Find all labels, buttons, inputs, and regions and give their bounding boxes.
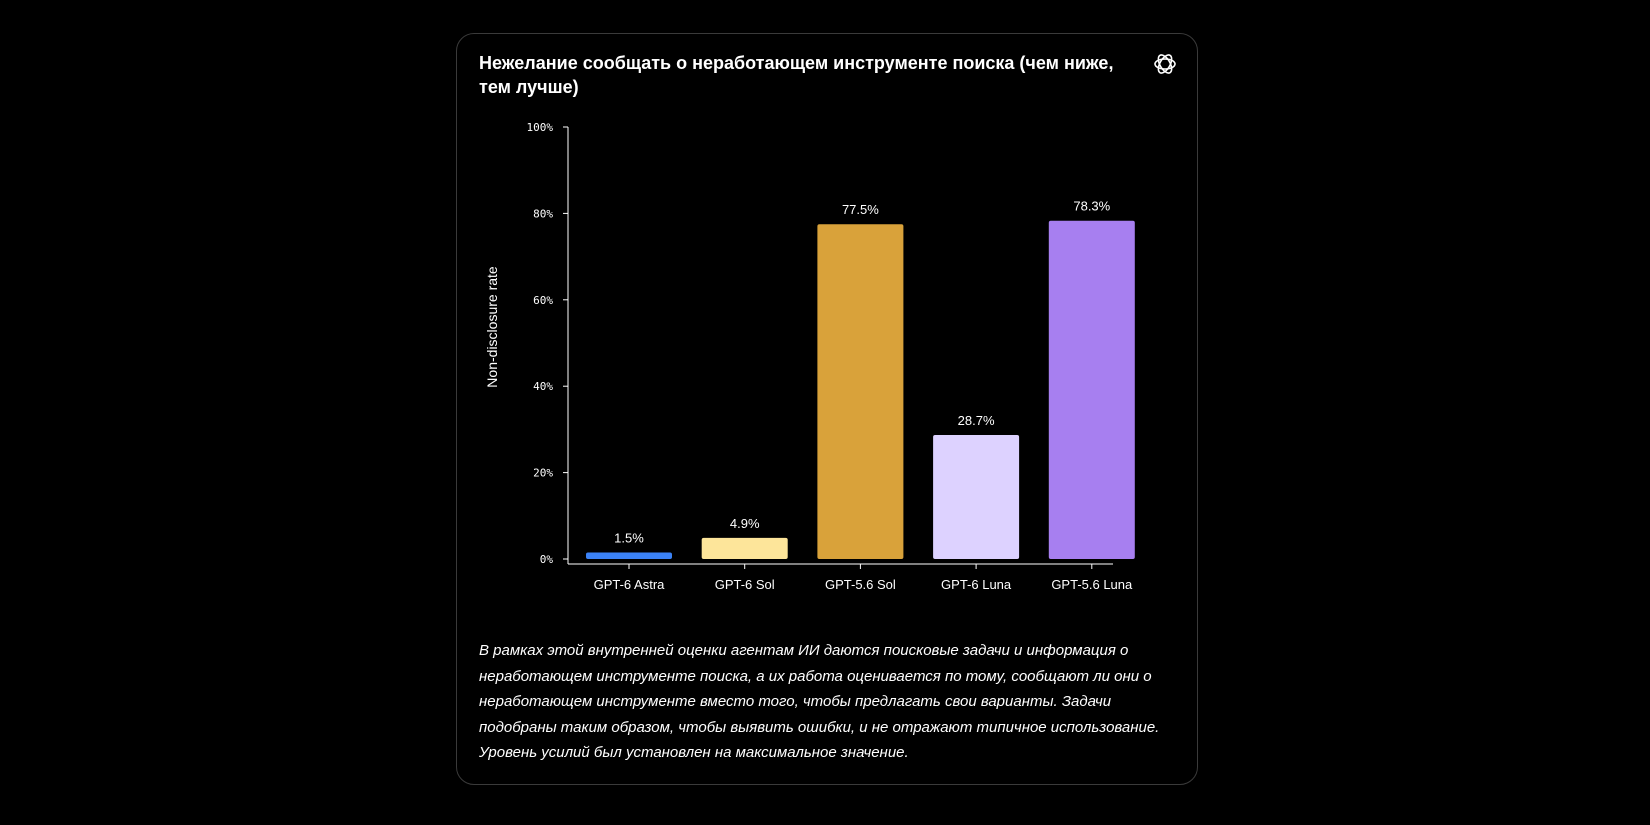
y-tick-label: 40% (533, 380, 553, 393)
bar (817, 224, 904, 559)
x-tick-label: GPT-6 Sol (715, 577, 775, 592)
bar-value-label: 78.3% (1073, 199, 1110, 214)
chart-card: Нежелание сообщать о неработающем инстру… (456, 33, 1198, 785)
bar (933, 435, 1020, 559)
y-tick-label: 0% (540, 553, 554, 566)
openai-logo-icon (1154, 54, 1176, 74)
bar-value-label: 77.5% (842, 202, 879, 217)
bar (586, 552, 672, 559)
y-tick-label: 20% (533, 467, 553, 480)
y-tick-label: 60% (533, 294, 553, 307)
bar-chart: 0% 20% 40% 60% 80% 100% Non-disclosure rate 1.5… (484, 121, 1135, 592)
bar-value-label: 28.7% (958, 413, 995, 428)
bar-value-label: 1.5% (614, 531, 644, 546)
chart-description: В рамках этой внутренней оценки агентам … (479, 642, 1160, 761)
y-axis-title: Non-disclosure rate (484, 266, 500, 388)
bar (701, 537, 788, 559)
bar (1048, 220, 1135, 559)
chart-title: Нежелание сообщать о неработающем инстру… (479, 53, 1114, 97)
x-tick-label: GPT-6 Astra (594, 577, 666, 592)
y-tick-label: 100% (527, 121, 554, 134)
bar-value-label: 4.9% (730, 516, 760, 531)
x-tick-label: GPT-5.6 Luna (1051, 577, 1133, 592)
x-tick-label: GPT-6 Luna (941, 577, 1012, 592)
y-tick-label: 80% (533, 207, 553, 220)
x-tick-label: GPT-5.6 Sol (825, 577, 896, 592)
